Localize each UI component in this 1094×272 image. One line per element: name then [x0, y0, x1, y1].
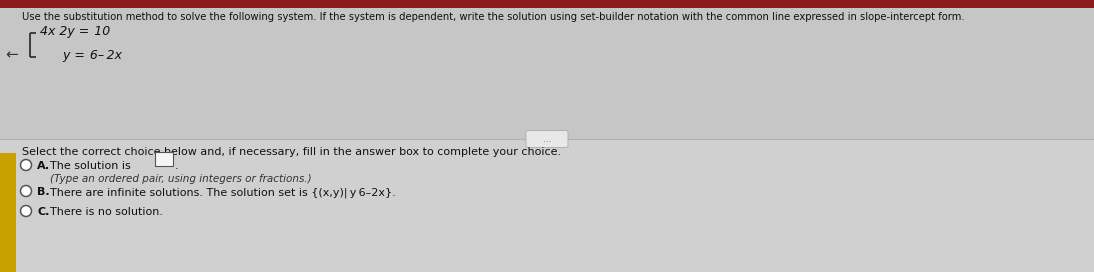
Bar: [155, 152, 173, 166]
Bar: [0, 0, 1094, 8]
Text: .: .: [175, 161, 178, 171]
Circle shape: [21, 159, 32, 171]
Text: 4x 2y =  10: 4x 2y = 10: [40, 24, 110, 38]
Text: The solution is: The solution is: [50, 161, 131, 171]
Circle shape: [21, 186, 32, 196]
Bar: [0, 153, 16, 272]
Circle shape: [21, 206, 32, 217]
Text: ...: ...: [543, 134, 551, 144]
Text: There is no solution.: There is no solution.: [50, 207, 163, 217]
Text: A.: A.: [37, 161, 50, 171]
Text: ←: ←: [5, 47, 18, 62]
Text: Use the substitution method to solve the following system. If the system is depe: Use the substitution method to solve the…: [22, 12, 965, 22]
Text: C.: C.: [37, 207, 49, 217]
Text: There are infinite solutions. The solution set is {(x,y)| y 6–2x}.: There are infinite solutions. The soluti…: [50, 187, 396, 197]
Text: (Type an ordered pair, using integers or fractions.): (Type an ordered pair, using integers or…: [50, 174, 312, 184]
Text: B.: B.: [37, 187, 49, 197]
Bar: [0, 139, 1094, 272]
Text: y  =  6– 2x: y = 6– 2x: [62, 48, 123, 61]
Text: Select the correct choice below and, if necessary, fill in the answer box to com: Select the correct choice below and, if …: [22, 147, 561, 157]
Bar: [0, 0, 1094, 139]
FancyBboxPatch shape: [526, 131, 568, 147]
